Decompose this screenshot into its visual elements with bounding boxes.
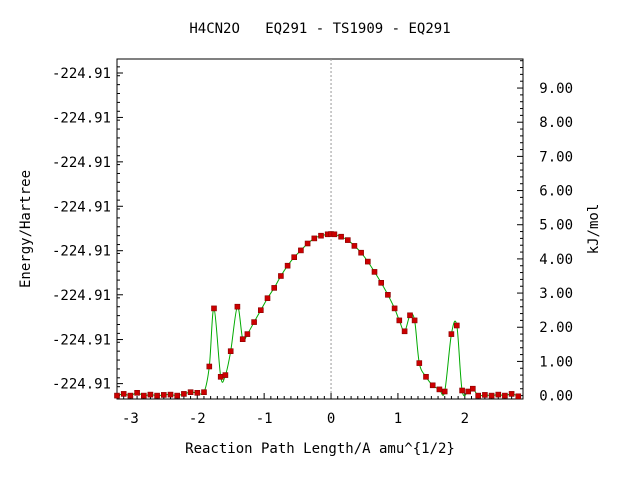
right-tick-label: 4.00 (539, 252, 573, 268)
data-point (251, 319, 257, 325)
right-tick-label: 9.00 (539, 81, 573, 97)
right-tick-label: 2.00 (539, 320, 573, 336)
left-tick-label: -224.91 (52, 333, 111, 349)
left-tick-label: -224.91 (52, 288, 111, 304)
data-point (291, 254, 298, 260)
data-point (114, 392, 120, 399)
x-tick-label: -3 (122, 411, 139, 427)
data-point (147, 391, 154, 398)
data-point (181, 391, 187, 397)
data-point (465, 388, 472, 395)
x-tick-label: 1 (394, 411, 402, 427)
data-point (271, 285, 278, 291)
data-point (351, 243, 358, 249)
data-point (515, 393, 522, 400)
right-tick-label: 6.00 (539, 184, 573, 200)
data-point (401, 328, 408, 335)
right-tick-label: 7.00 (539, 149, 573, 165)
data-point (391, 305, 398, 312)
x-axis-label: Reaction Path Length/A amu^{1/2} (185, 441, 455, 457)
data-point (134, 389, 140, 396)
data-point (385, 291, 391, 298)
left-tick-label: -224.91 (52, 66, 111, 82)
plot-frame (116, 58, 524, 400)
left-tick-label: -224.91 (52, 244, 111, 260)
data-point (264, 295, 271, 302)
data-point (239, 336, 246, 343)
right-tick-label: 8.00 (539, 115, 573, 131)
data-point (407, 312, 413, 319)
energy-curve (116, 233, 519, 397)
data-point (234, 303, 241, 310)
data-point (284, 262, 291, 269)
series-layer (114, 231, 522, 400)
x-axis: -3 -2 -1 0 1 2 (116, 393, 519, 427)
data-point (222, 372, 229, 378)
y-axis-label-left: Energy/Hartree (18, 170, 34, 288)
x-tick-label: -1 (256, 411, 273, 427)
data-point (488, 392, 495, 399)
left-tick-label: -224.91 (52, 199, 111, 215)
left-tick-label: -224.91 (52, 155, 111, 171)
x-tick-label: -2 (189, 411, 206, 427)
data-point (423, 373, 429, 380)
right-tick-label: 5.00 (539, 218, 573, 234)
right-tick-label: 1.00 (539, 354, 573, 370)
right-tick-label: 0.00 (539, 389, 573, 405)
chart-title: H4CN2O EQ291 - TS1909 - EQ291 (189, 21, 450, 37)
x-tick-label: 0 (327, 411, 335, 427)
data-point (502, 392, 508, 399)
left-tick-label: -224.91 (52, 110, 111, 126)
data-point (331, 231, 338, 238)
data-point (416, 360, 423, 366)
data-point (338, 233, 344, 240)
data-point (482, 392, 488, 398)
data-point (194, 389, 201, 396)
data-point (257, 307, 264, 314)
data-point (495, 391, 502, 398)
data-point (227, 348, 234, 355)
data-point (475, 392, 482, 399)
data-point (396, 317, 403, 324)
data-point (453, 322, 460, 329)
x-tick-label: 2 (461, 411, 469, 427)
data-point (441, 388, 448, 395)
data-point (120, 391, 127, 397)
data-point (371, 269, 378, 275)
data-point (244, 331, 251, 337)
data-point (127, 392, 134, 399)
data-point (304, 240, 311, 247)
data-point (201, 389, 207, 396)
data-point (167, 391, 174, 398)
data-point (459, 387, 465, 394)
data-point (318, 232, 324, 239)
data-point (311, 235, 318, 242)
data-point (411, 317, 418, 324)
data-point (364, 258, 371, 265)
left-tick-label: -224.91 (52, 377, 111, 393)
data-point (436, 386, 443, 393)
data-point (298, 247, 304, 254)
left-axis: -224.91 -224.91 -224.91 -224.91 -224.91 -224.… (52, 66, 123, 397)
data-point (174, 392, 180, 399)
data-point (278, 273, 284, 279)
data-point (187, 389, 194, 396)
data-point (344, 237, 351, 243)
data-point (429, 382, 436, 389)
y-axis-label-right: kJ/mol (586, 204, 602, 255)
data-point (161, 392, 167, 398)
data-point (154, 392, 160, 399)
data-point (358, 249, 364, 256)
data-point (211, 305, 217, 312)
data-point (206, 363, 213, 370)
data-point (378, 279, 385, 286)
data-point (141, 392, 147, 399)
right-tick-label: 3.00 (539, 286, 573, 302)
right-axis: 0.00 1.00 2.00 3.00 4.00 5.00 6.00 7.00 8.00 9.00 (517, 60, 573, 405)
data-point (469, 385, 476, 392)
data-point (217, 373, 224, 380)
data-point (448, 331, 455, 337)
data-point (508, 391, 515, 397)
